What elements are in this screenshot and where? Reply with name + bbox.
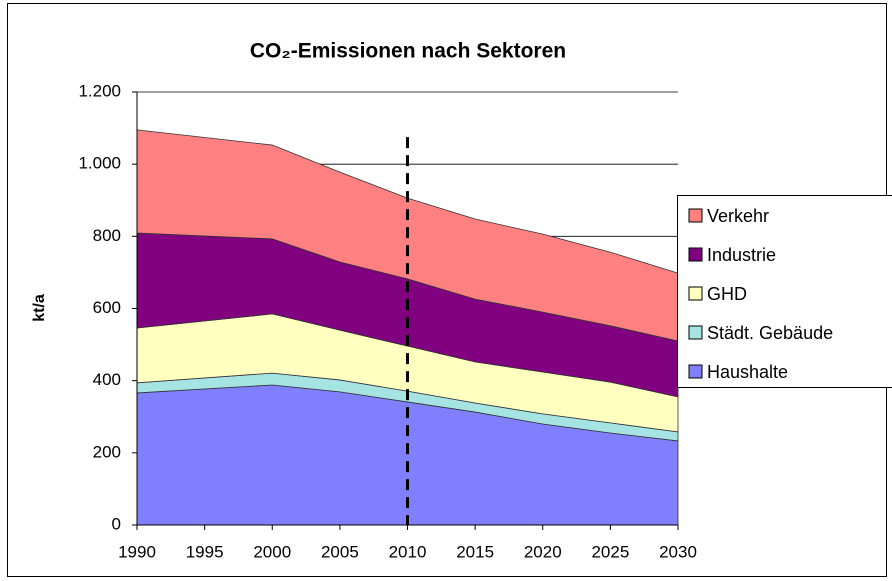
x-tick-label: 1990	[118, 542, 156, 561]
legend-box	[677, 195, 892, 388]
x-tick-label: 2025	[591, 542, 629, 561]
y-tick-label: 0	[112, 514, 121, 533]
x-tick-label: 2015	[456, 542, 494, 561]
x-tick-label: 2000	[253, 542, 291, 561]
legend-swatch	[688, 208, 703, 223]
x-tick-label: 2010	[389, 542, 427, 561]
chart-title: CO₂-Emissionen nach Sektoren	[250, 40, 566, 63]
legend-swatch	[688, 364, 703, 379]
legend-label: Industrie	[707, 245, 776, 265]
legend-swatch	[688, 325, 703, 340]
y-axis-label: kt/a	[31, 294, 48, 322]
legend-label: Städt. Gebäude	[707, 323, 833, 343]
x-tick-label: 2020	[524, 542, 562, 561]
legend-swatch	[688, 286, 703, 301]
x-tick-label: 2005	[321, 542, 359, 561]
y-tick-label: 400	[93, 370, 121, 389]
x-tick-label: 2030	[659, 542, 697, 561]
x-tick-label: 1995	[186, 542, 224, 561]
legend-label: Verkehr	[707, 206, 769, 226]
y-tick-label: 600	[93, 298, 121, 317]
legend-label: Haushalte	[707, 362, 788, 382]
legend-label: GHD	[707, 284, 747, 304]
legend-swatch	[688, 247, 703, 262]
y-tick-label: 1.000	[78, 154, 121, 173]
y-tick-label: 800	[93, 226, 121, 245]
y-tick-label: 200	[93, 442, 121, 461]
y-tick-label: 1.200	[78, 81, 121, 100]
